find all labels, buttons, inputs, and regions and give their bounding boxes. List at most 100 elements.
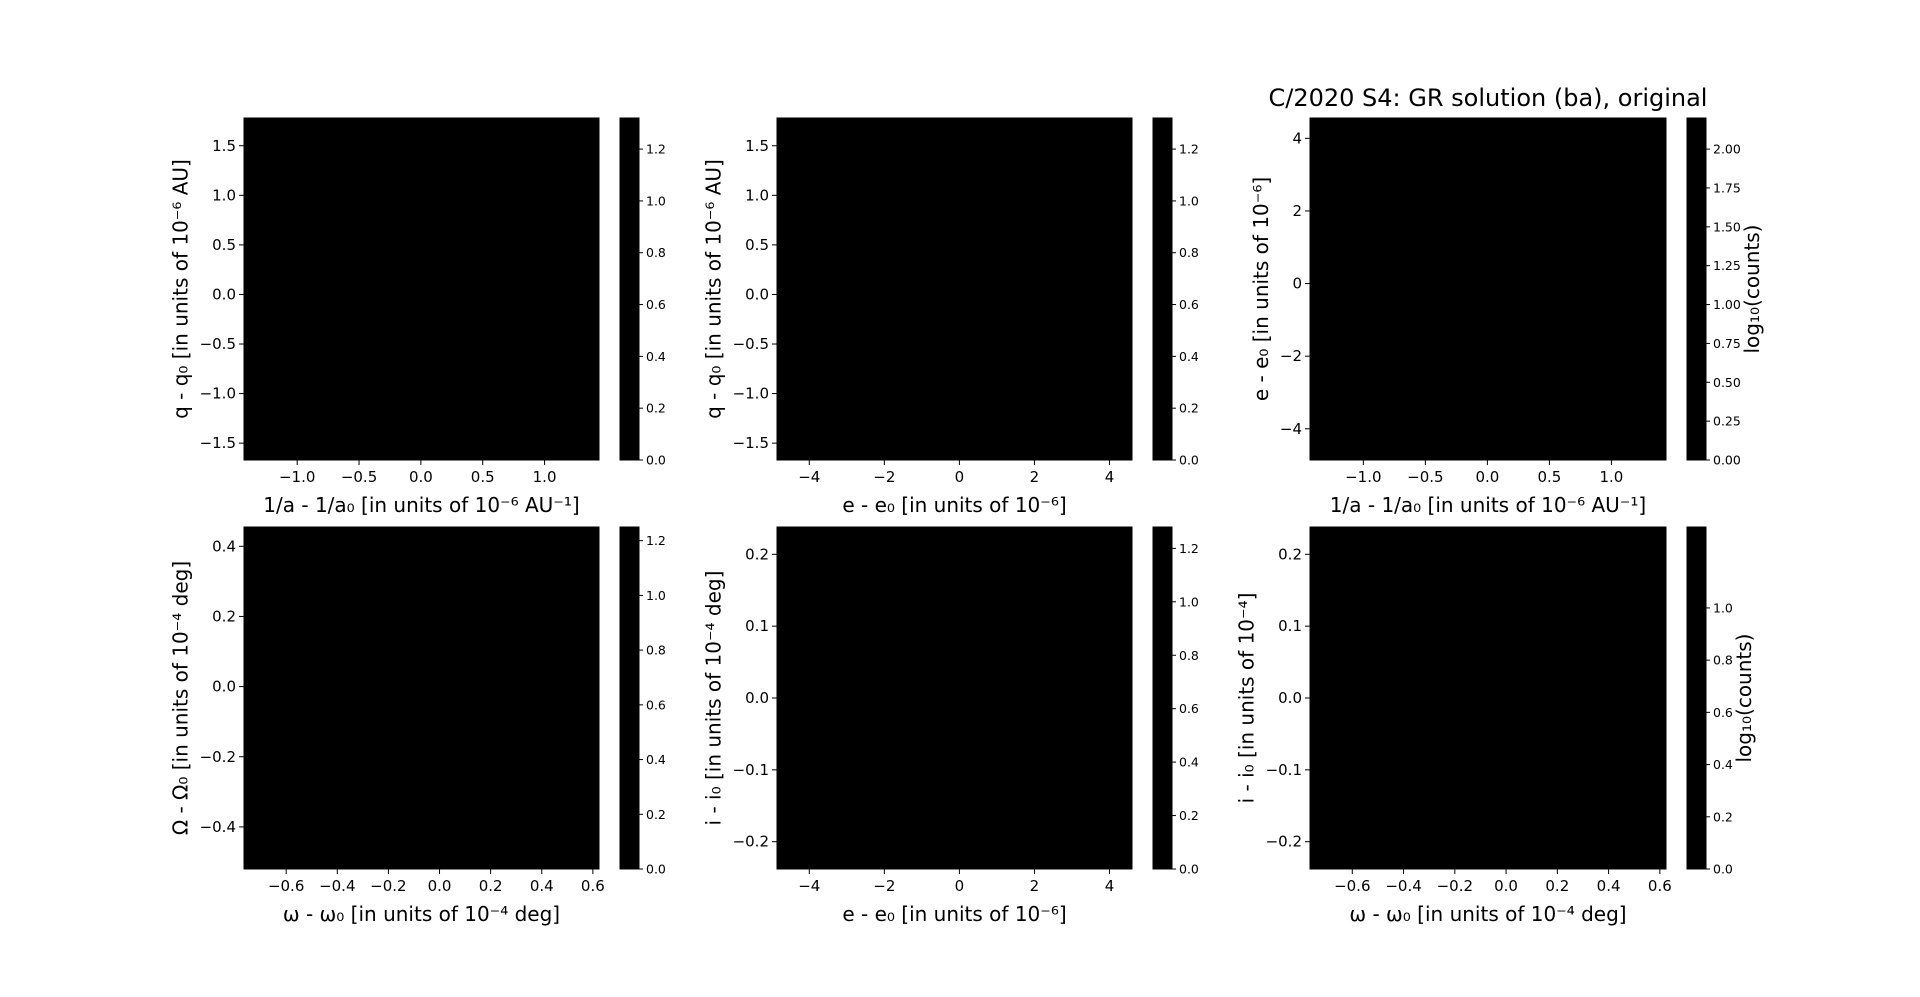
- hexbin-cell: [831, 723, 885, 770]
- hexbin-cell: [936, 723, 982, 770]
- hexbin-cell: [245, 711, 307, 757]
- hexbin-cell: [297, 269, 347, 320]
- hexbin-cell: [779, 319, 832, 369]
- colorbar-tick-label: 0.6: [1179, 701, 1199, 716]
- hexbin-cell: [306, 802, 358, 869]
- x-tick-label: 0.6: [581, 877, 605, 895]
- hexbin-cell: [981, 820, 1035, 867]
- colorbar-tick-label: 0.8: [1179, 648, 1199, 663]
- x-tick-label: −0.4: [319, 877, 355, 895]
- hexbin-cell: [521, 570, 573, 617]
- hexbin-cell: [495, 418, 545, 459]
- hexbin-cell: [346, 269, 397, 320]
- colorbar-tick-label: 0.8: [646, 643, 666, 658]
- hexbin-cell: [1311, 723, 1373, 770]
- hexbin-cell: [884, 269, 937, 320]
- hexbin-cell: [346, 418, 397, 459]
- hexbin-cell: [1536, 626, 1589, 673]
- colorbar-tick-label: 0.00: [1713, 453, 1741, 468]
- hexbin-cell: [884, 368, 937, 419]
- hexbin-cell: [1034, 769, 1087, 821]
- hexbin-cell: [1588, 529, 1640, 576]
- x-tick-label: 0.0: [409, 468, 433, 486]
- y-tick-label: 4: [1292, 129, 1302, 147]
- hexbin-cell: [521, 616, 573, 663]
- x-tick-label: −0.2: [1437, 877, 1473, 895]
- hexbin-cell: [245, 528, 307, 571]
- colorbar-tick-label: 0.4: [1179, 755, 1199, 770]
- hexbin-cell: [1372, 529, 1425, 576]
- colorbar-tick-label: 0.0: [1713, 862, 1733, 877]
- axes-frame: [243, 117, 600, 461]
- hexbin-cell: [884, 723, 937, 770]
- x-tick-label: 2: [1030, 468, 1040, 486]
- hexbin-cell: [521, 756, 573, 803]
- colorbar-tick-label: 1.00: [1713, 297, 1741, 312]
- y-tick-label: −0.2: [733, 833, 769, 851]
- hexbin-cell: [306, 616, 358, 663]
- colorbar-label: log₁₀(counts): [1732, 634, 1756, 763]
- hexbin-cell: [884, 120, 937, 171]
- x-tick-label: 0.0: [428, 877, 452, 895]
- hexbin-cell: [445, 220, 496, 270]
- hexbin-cell: [936, 319, 982, 369]
- hexbin-cell: [495, 269, 545, 320]
- colorbar-tick-label: 0.2: [1179, 401, 1199, 416]
- hexbin-cell: [1372, 672, 1425, 724]
- hexbin-cell: [1639, 672, 1665, 724]
- colorbar: [1152, 117, 1173, 461]
- hexbin-cell: [544, 368, 595, 419]
- hexbin-cell: [779, 769, 832, 821]
- colorbar: [1686, 526, 1707, 870]
- x-axis-label: 1/a - 1/a₀ [in units of 10⁻⁶ AU⁻¹]: [1330, 493, 1646, 517]
- colorbar-tick-label: 0.2: [646, 807, 666, 822]
- hexbin-cell: [247, 319, 298, 369]
- subplot: −4 −2 0 2 4 −0.2 −0.1 0.0 0.1 0.2 e - e₀ [in units…: [702, 526, 1199, 926]
- colorbar-tick-label: 0.4: [1713, 757, 1733, 772]
- hexbin-cell: [1588, 575, 1640, 627]
- hexbin-cell: [981, 170, 1035, 221]
- hexbin-cell: [779, 626, 832, 673]
- hexbin-cell: [831, 120, 885, 171]
- colorbar-tick-label: 0.4: [646, 349, 666, 364]
- hexbin-cell: [544, 170, 595, 221]
- hexbin-cell: [297, 220, 347, 270]
- hexbin-cell: [1034, 269, 1087, 320]
- hexbin-cell: [521, 528, 573, 571]
- hexbin-cell: [884, 418, 937, 459]
- hexbin-cell: [884, 626, 937, 673]
- hexbin-cell: [297, 418, 347, 459]
- hexbin-cell: [1034, 170, 1087, 221]
- hexbin-cell: [981, 723, 1035, 770]
- plot-area: [777, 527, 1132, 869]
- hexbin-cell: [357, 616, 409, 663]
- hexbin-cell: [408, 528, 471, 571]
- hexbin-cell: [247, 269, 298, 320]
- subplot: −1.0 −0.5 0.0 0.5 1.0 −1.5 −1.0 −0.5 0.0 0.5 1.0 1.…: [169, 117, 666, 517]
- hexbin-cell: [396, 269, 446, 320]
- hexbin-cell: [936, 269, 982, 320]
- y-tick-label: 1.5: [212, 137, 236, 155]
- colorbar-tick-label: 0.75: [1713, 336, 1741, 351]
- hexbin-cell: [1311, 769, 1373, 821]
- hexbin-cell: [1372, 626, 1425, 673]
- hexbin-cell: [470, 570, 522, 617]
- y-tick-label: 0.0: [1278, 689, 1302, 707]
- y-tick-label: 2: [1292, 202, 1302, 220]
- axes-frame: [776, 117, 1133, 461]
- x-tick-label: −4: [798, 468, 820, 486]
- hexbin-cell: [1475, 723, 1537, 770]
- hexbin-cell: [1034, 220, 1087, 270]
- x-tick-label: −0.4: [1385, 877, 1421, 895]
- hexbin-cell: [470, 756, 522, 803]
- hexbin-cell: [247, 368, 298, 419]
- hexbin-cell: [1086, 529, 1132, 576]
- y-tick-label: 0.0: [212, 285, 236, 303]
- hexbin-cell: [572, 570, 598, 617]
- hexbin-cell: [470, 528, 522, 571]
- x-tick-label: 0.5: [1537, 468, 1561, 486]
- y-tick-label: 0.2: [212, 607, 236, 625]
- colorbar-tick-label: 0.6: [646, 697, 666, 712]
- plot-area: [1310, 118, 1666, 460]
